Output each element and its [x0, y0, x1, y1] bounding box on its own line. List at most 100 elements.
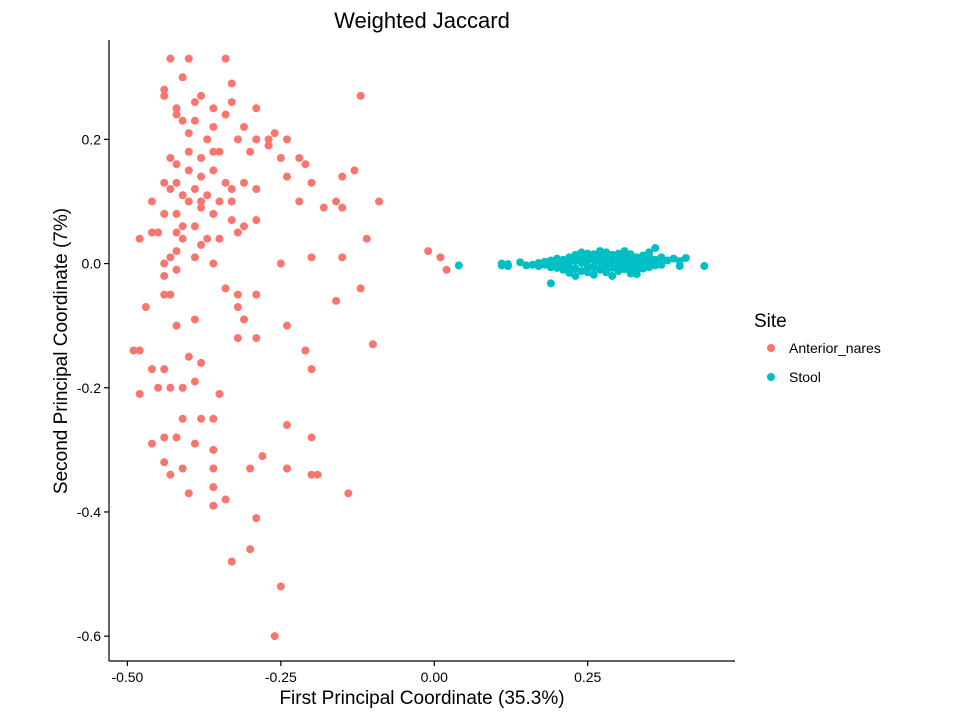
data-point	[258, 452, 267, 461]
data-point	[264, 141, 273, 150]
data-point	[571, 264, 580, 273]
data-point	[516, 258, 525, 267]
data-point	[172, 265, 181, 274]
data-point	[135, 389, 144, 398]
series-0	[129, 54, 451, 641]
data-point	[172, 321, 181, 330]
data-point	[559, 265, 568, 274]
data-point	[301, 346, 310, 355]
data-point	[282, 135, 291, 144]
data-point	[338, 172, 347, 181]
data-point	[160, 259, 169, 268]
data-point	[638, 251, 647, 260]
data-point	[632, 253, 641, 262]
data-point	[147, 365, 156, 374]
data-point	[178, 414, 187, 423]
x-tick-label: -0.25	[265, 669, 297, 685]
data-point	[252, 290, 261, 299]
data-point	[332, 296, 341, 305]
data-point	[172, 160, 181, 169]
data-point	[221, 178, 230, 187]
data-point	[184, 54, 193, 63]
chart-title: Weighted Jaccard	[334, 8, 510, 33]
data-point	[160, 290, 169, 299]
data-point	[147, 439, 156, 448]
x-tick-label: 0.00	[421, 669, 448, 685]
data-point	[240, 122, 249, 131]
legend-label: Stool	[789, 369, 821, 385]
data-point	[602, 248, 611, 257]
data-point	[172, 209, 181, 218]
data-point	[540, 260, 549, 269]
data-point	[221, 284, 230, 293]
data-point	[313, 470, 322, 479]
data-point	[178, 383, 187, 392]
data-point	[184, 352, 193, 361]
legend-marker	[767, 344, 775, 352]
data-point	[602, 264, 611, 273]
data-point	[608, 257, 617, 266]
data-point	[614, 253, 623, 262]
data-point	[571, 257, 580, 266]
data-point	[546, 279, 555, 288]
data-point	[166, 185, 175, 194]
data-point	[638, 264, 647, 273]
data-point	[172, 104, 181, 113]
data-point	[620, 247, 629, 256]
data-point	[215, 234, 224, 243]
data-point	[356, 91, 365, 100]
data-point	[233, 228, 242, 237]
data-point	[583, 255, 592, 264]
data-point	[190, 98, 199, 107]
legend-marker	[767, 373, 775, 381]
data-point	[221, 110, 230, 119]
data-point	[657, 253, 666, 262]
data-point	[270, 129, 279, 138]
data-point	[227, 557, 236, 566]
x-axis-title: First Principal Coordinate (35.3%)	[279, 688, 564, 709]
data-point	[638, 257, 647, 266]
data-point	[608, 271, 617, 280]
data-point	[178, 73, 187, 82]
data-point	[252, 104, 261, 113]
x-tick-label: 0.25	[574, 669, 601, 685]
data-point	[209, 501, 218, 510]
data-point	[178, 464, 187, 473]
data-point	[178, 116, 187, 125]
data-point	[166, 54, 175, 63]
data-point	[583, 249, 592, 258]
data-point	[276, 259, 285, 268]
data-point	[553, 263, 562, 272]
data-point	[356, 284, 365, 293]
data-point	[160, 178, 169, 187]
data-point	[197, 172, 206, 181]
data-point	[608, 250, 617, 259]
data-point	[190, 116, 199, 125]
data-point	[227, 79, 236, 88]
data-point	[141, 303, 150, 312]
data-point	[160, 85, 169, 94]
data-point	[632, 260, 641, 269]
data-point	[227, 216, 236, 225]
data-point	[160, 209, 169, 218]
data-point	[190, 377, 199, 386]
data-point	[608, 263, 617, 272]
data-point	[454, 261, 463, 270]
data-point	[657, 260, 666, 269]
data-point	[620, 265, 629, 274]
data-point	[614, 267, 623, 276]
data-point	[227, 98, 236, 107]
data-point	[227, 197, 236, 206]
data-point	[626, 263, 635, 272]
data-point	[197, 91, 206, 100]
data-point	[307, 470, 316, 479]
data-point	[166, 253, 175, 262]
data-point	[227, 185, 236, 194]
data-point	[663, 256, 672, 265]
data-point	[233, 290, 242, 299]
y-tick-label: 0.2	[82, 131, 102, 147]
data-point	[203, 234, 212, 243]
data-point	[589, 253, 598, 262]
legend: Site Anterior_nares Stool	[754, 311, 881, 385]
